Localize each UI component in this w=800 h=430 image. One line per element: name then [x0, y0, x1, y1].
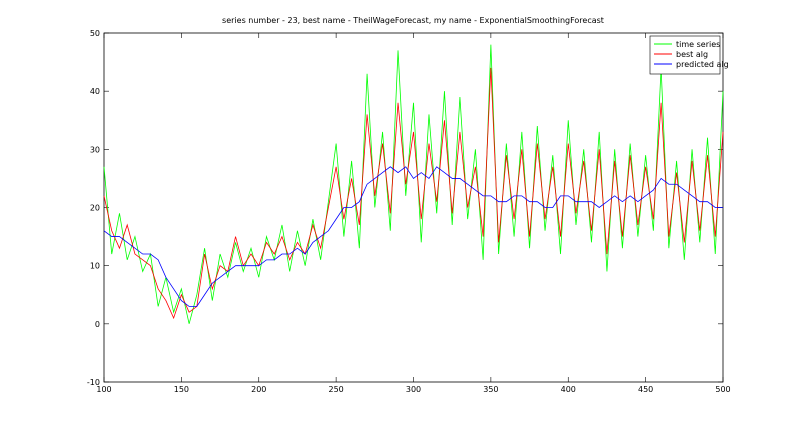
y-tick-label: 10 — [90, 262, 100, 271]
legend-label: best alg — [676, 50, 708, 59]
x-tick-label: 400 — [561, 385, 576, 394]
line-series — [103, 166, 723, 307]
x-tick-label: 450 — [638, 385, 653, 394]
x-tick-label: 200 — [251, 385, 266, 394]
legend-label: predicted alg — [676, 60, 729, 69]
x-tick-label: 350 — [483, 385, 498, 394]
y-tick-label: 40 — [90, 87, 100, 96]
line-series — [103, 67, 724, 320]
x-tick-label: 500 — [715, 385, 730, 394]
y-tick-label: 30 — [90, 145, 100, 154]
x-tick-label: 250 — [328, 385, 343, 394]
y-tick-label: 20 — [90, 204, 100, 213]
y-tick-label: 50 — [90, 29, 100, 38]
plot-area — [103, 32, 724, 383]
y-tick-label: -10 — [87, 378, 100, 387]
x-tick-label: 300 — [406, 385, 421, 394]
chart-title: series number - 23, best name - TheilWag… — [222, 16, 604, 25]
x-tick-label: 100 — [96, 385, 111, 394]
y-tick-label: 0 — [95, 320, 100, 329]
legend-box — [649, 35, 721, 75]
legend-label: time series — [676, 40, 720, 49]
x-tick-label: 150 — [174, 385, 189, 394]
